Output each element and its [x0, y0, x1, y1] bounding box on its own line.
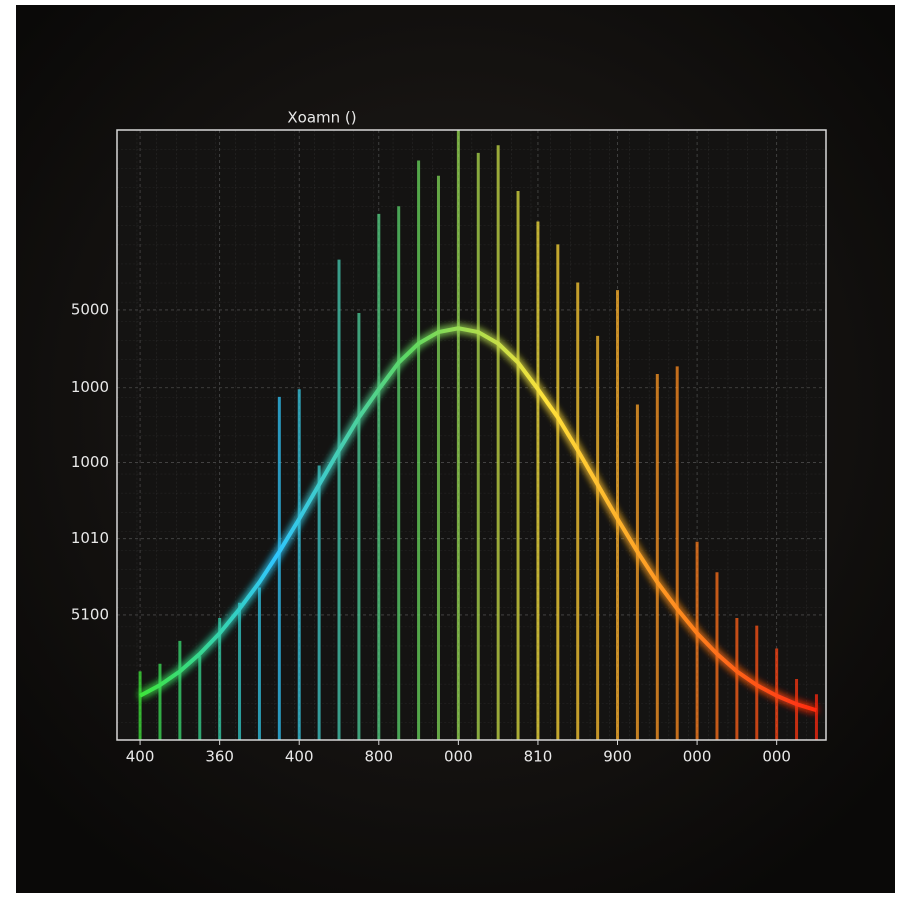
x-tick-label: 810 — [524, 748, 553, 766]
plot-frame — [116, 129, 827, 741]
x-tick-label: 400 — [285, 748, 314, 766]
x-tick-label: 900 — [603, 748, 632, 766]
y-tick-label: 5000 — [71, 300, 109, 318]
y-tick-label: 5100 — [71, 605, 109, 623]
grid — [117, 130, 826, 745]
x-tick-label: 800 — [364, 748, 393, 766]
envelope-line — [139, 326, 818, 713]
x-tick-label: 360 — [205, 748, 234, 766]
x-tick-label: 000 — [762, 748, 791, 766]
chart-title: Xoamn () — [287, 109, 356, 127]
y-tick-label: 1000 — [71, 453, 109, 471]
y-tick-label: 1010 — [71, 529, 109, 547]
y-tick-label: 1000 — [71, 378, 109, 396]
marks — [138, 130, 818, 740]
x-tick-label: 400 — [126, 748, 155, 766]
labels: 5100 1010 1000 1000 5000 400 360 400 800 000 810 90… — [71, 300, 791, 765]
minor-grid — [117, 130, 826, 740]
x-tick-label: 000 — [444, 748, 473, 766]
x-tick-label: 000 — [683, 748, 712, 766]
